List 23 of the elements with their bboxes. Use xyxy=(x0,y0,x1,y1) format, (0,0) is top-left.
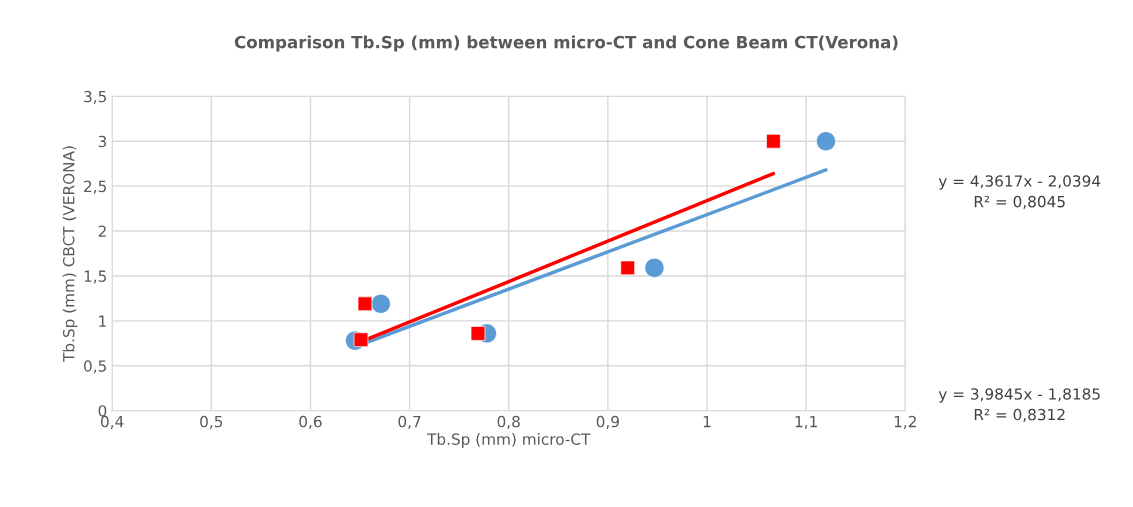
y-tick-label: 3,5 xyxy=(84,90,106,104)
y-tick-label: 0 xyxy=(98,405,107,417)
x-tick-label: 1,2 xyxy=(894,415,916,429)
y-tick-label: 2,5 xyxy=(84,180,106,194)
y-tick-label: 1 xyxy=(99,315,106,327)
text: y = 4,3617x - 2,0394 R² = 0,8045 xyxy=(938,175,1101,209)
x-axis-title: Tb.Sp (mm) micro-CT xyxy=(427,433,591,448)
y-tick-label: 2 xyxy=(98,225,106,237)
text: y = 3,9845x - 1,8185 R² = 0,8312 xyxy=(938,388,1100,422)
x-tick-label: 1 xyxy=(703,416,711,428)
x-tick-label: 1,1 xyxy=(795,416,817,429)
x-tick-label: 0,7 xyxy=(398,415,421,429)
point xyxy=(644,257,665,278)
x-tick-label: 0,8 xyxy=(497,415,520,429)
y-axis-title: Tb.Sp (mm) CBCT (VERONA) xyxy=(62,146,78,363)
x-tick-label: 0,6 xyxy=(299,415,322,429)
x-tick-label: 0,9 xyxy=(596,415,619,429)
x-tick-label: 0,5 xyxy=(200,415,223,429)
y-tick-label: 1,5 xyxy=(84,270,106,284)
chart-title: Comparison Tb.Sp (mm) between micro-CT and Cone Beam CT(Verona) xyxy=(234,35,898,52)
y-tick-label: 0,5 xyxy=(84,360,106,374)
y-tick-label: 3 xyxy=(98,135,107,148)
x-tick-label: 0,4 xyxy=(101,415,124,429)
